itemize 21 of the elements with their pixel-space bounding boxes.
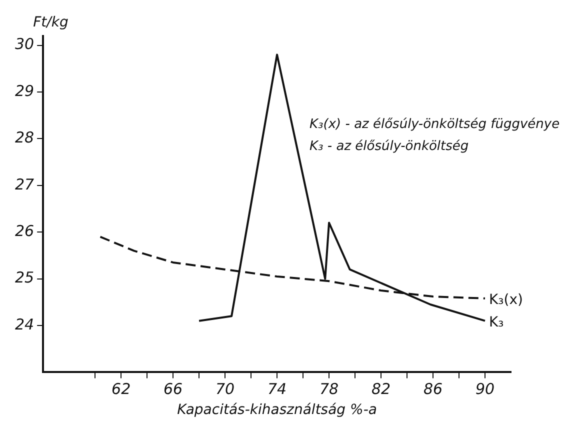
y-tick-label: 30 [14, 35, 34, 54]
y-tick-label: 28 [14, 128, 34, 147]
x-tick-label: 66 [164, 380, 183, 398]
x-tick-label: 86 [423, 380, 443, 398]
x-tick-label: 90 [475, 380, 495, 398]
series-label: K₃(x) [489, 292, 524, 308]
x-tick-label: 70 [216, 380, 235, 398]
x-axis-title: Kapacitás-kihasználtság %-a [177, 402, 377, 418]
x-tick-label: 74 [267, 380, 287, 398]
x-tick-label: 62 [112, 380, 131, 398]
series-label: K₃ [489, 314, 504, 330]
y-axis-title: Ft/kg [33, 14, 68, 31]
y-tick-label: 24 [14, 315, 34, 334]
x-tick-label: 82 [371, 380, 391, 398]
y-tick-label: 27 [14, 175, 35, 194]
x-tick-label: 78 [319, 380, 339, 398]
y-tick-label: 25 [14, 268, 34, 287]
annotation: K₃(x) - az élősúly-önköltség függvénye [310, 117, 560, 132]
y-tick-label: 29 [14, 82, 34, 100]
y-tick-label: 26 [14, 222, 34, 240]
annotation: K₃ - az élősúly-önköltség [310, 139, 469, 154]
